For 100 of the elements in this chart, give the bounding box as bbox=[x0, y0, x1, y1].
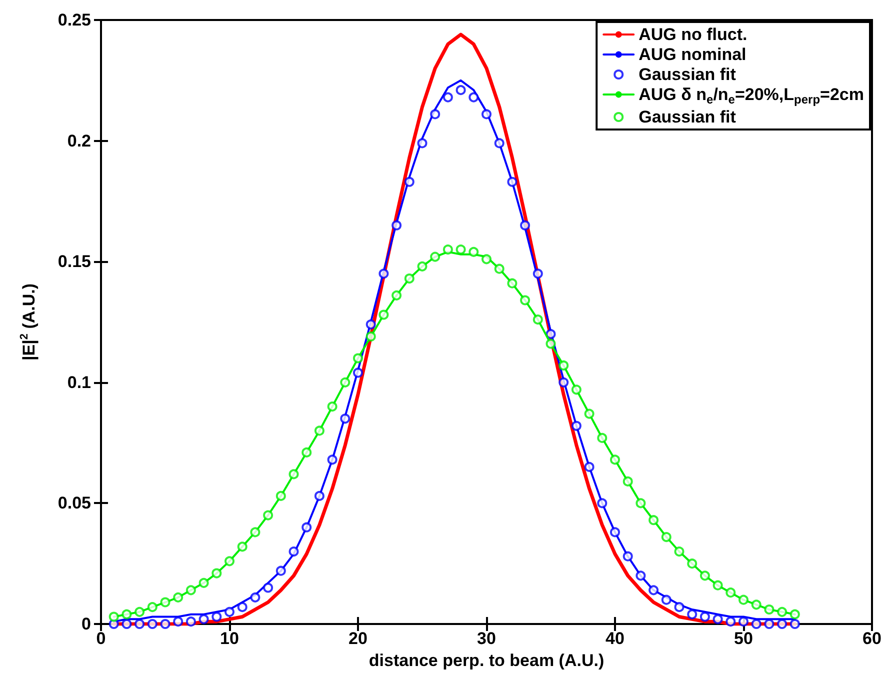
point bbox=[122, 609, 132, 620]
y-tick-label: 0.05 bbox=[58, 494, 91, 513]
x-tick-label: 20 bbox=[348, 629, 368, 648]
point bbox=[622, 551, 633, 562]
point bbox=[224, 556, 234, 566]
point bbox=[482, 254, 492, 264]
point bbox=[468, 92, 479, 102]
point bbox=[366, 319, 376, 330]
point bbox=[558, 377, 569, 388]
point bbox=[610, 454, 620, 465]
point bbox=[584, 408, 594, 419]
x-tick-label: 30 bbox=[477, 629, 496, 648]
point bbox=[520, 295, 530, 306]
point bbox=[263, 510, 274, 520]
point bbox=[700, 570, 710, 581]
x-tick-label: 0 bbox=[96, 629, 106, 648]
point bbox=[276, 566, 286, 576]
point bbox=[186, 616, 196, 627]
y-tick-label: 0.2 bbox=[67, 131, 91, 150]
point bbox=[777, 606, 788, 617]
point bbox=[442, 244, 453, 255]
point bbox=[147, 602, 158, 612]
point bbox=[212, 568, 222, 578]
point bbox=[571, 384, 582, 395]
point bbox=[558, 360, 569, 370]
point bbox=[507, 176, 518, 187]
point bbox=[712, 580, 723, 590]
point bbox=[661, 594, 672, 605]
point bbox=[532, 314, 543, 325]
point bbox=[173, 616, 184, 627]
point bbox=[134, 606, 145, 617]
point bbox=[134, 619, 145, 629]
point bbox=[661, 532, 672, 542]
point bbox=[532, 268, 543, 279]
point bbox=[392, 220, 402, 230]
point bbox=[764, 619, 774, 629]
y-tick-label: 0.15 bbox=[58, 252, 91, 272]
point bbox=[108, 612, 119, 622]
point bbox=[738, 594, 748, 605]
point bbox=[751, 619, 762, 629]
point bbox=[417, 261, 428, 272]
point bbox=[314, 426, 324, 436]
point bbox=[224, 606, 234, 617]
point bbox=[738, 616, 748, 627]
point bbox=[494, 138, 504, 148]
point bbox=[751, 600, 762, 610]
point bbox=[186, 585, 196, 596]
point bbox=[417, 138, 428, 148]
point bbox=[468, 246, 479, 257]
point bbox=[378, 310, 389, 320]
point bbox=[353, 353, 363, 364]
point bbox=[546, 338, 556, 349]
x-tick-label: 50 bbox=[734, 629, 753, 648]
y-axis-title: |E|2 (A.U.) bbox=[18, 283, 38, 361]
point bbox=[173, 592, 184, 602]
point bbox=[584, 462, 594, 472]
point bbox=[610, 527, 620, 538]
point bbox=[546, 329, 556, 340]
legend-label: AUG nominal bbox=[638, 45, 746, 64]
point bbox=[456, 85, 466, 96]
point bbox=[648, 585, 659, 596]
point bbox=[288, 546, 299, 557]
point bbox=[288, 469, 299, 480]
point bbox=[790, 609, 800, 620]
point bbox=[712, 614, 723, 624]
point bbox=[263, 582, 274, 593]
point bbox=[276, 490, 286, 501]
point bbox=[571, 420, 582, 431]
point bbox=[520, 220, 530, 230]
point bbox=[340, 414, 350, 424]
point bbox=[340, 377, 350, 388]
y-tick-label: 0.1 bbox=[67, 372, 91, 392]
point bbox=[212, 612, 222, 622]
x-tick-label: 60 bbox=[862, 629, 882, 648]
point bbox=[687, 609, 698, 620]
point bbox=[378, 268, 389, 279]
point bbox=[482, 109, 492, 120]
x-axis-title: distance perp. to beam (A.U.) bbox=[368, 650, 604, 670]
legend-label: Gaussian fit bbox=[638, 65, 736, 84]
point bbox=[302, 447, 312, 458]
point bbox=[674, 602, 684, 612]
point bbox=[777, 619, 788, 629]
point bbox=[648, 515, 659, 526]
point bbox=[404, 176, 414, 187]
y-tick-label: 0.25 bbox=[58, 10, 91, 30]
point bbox=[250, 592, 260, 602]
point bbox=[597, 432, 608, 443]
point bbox=[160, 597, 170, 608]
x-tick-label: 10 bbox=[220, 629, 239, 648]
point bbox=[790, 619, 800, 629]
point bbox=[327, 454, 338, 465]
x-tick-label: 40 bbox=[606, 629, 624, 648]
point bbox=[302, 522, 312, 532]
point bbox=[726, 616, 736, 627]
point bbox=[507, 278, 518, 288]
point bbox=[764, 604, 774, 614]
point bbox=[494, 264, 504, 274]
legend-label: AUG no fluct. bbox=[638, 25, 748, 44]
point bbox=[687, 558, 698, 569]
point bbox=[353, 368, 363, 378]
